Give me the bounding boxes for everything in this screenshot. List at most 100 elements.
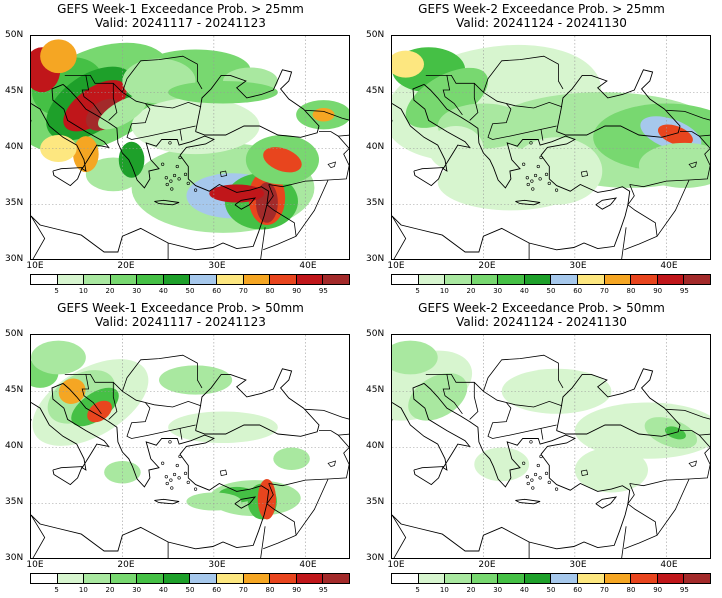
probability-region bbox=[40, 135, 77, 162]
color-bar-tick-label: 10 bbox=[439, 287, 449, 295]
lon-label: 30E bbox=[569, 560, 587, 570]
coastline bbox=[413, 466, 444, 486]
coastline bbox=[595, 496, 618, 509]
lat-label: 30N bbox=[366, 553, 385, 563]
island-outline bbox=[533, 472, 538, 477]
lake-outline bbox=[688, 460, 697, 468]
lat-label: 35N bbox=[5, 198, 24, 208]
map-canvas bbox=[392, 36, 710, 259]
color-bar-segment bbox=[270, 275, 297, 284]
coastline bbox=[413, 167, 444, 187]
country-border bbox=[624, 184, 658, 251]
lake-outline bbox=[327, 460, 336, 468]
color-bar-labels: 5 10 20 30 40 50 60 70 80 90 95 bbox=[30, 287, 350, 297]
country-border bbox=[506, 101, 563, 109]
coastline bbox=[556, 69, 681, 138]
color-bar-tick-label: 80 bbox=[265, 287, 275, 295]
island-outline bbox=[183, 172, 188, 176]
country-border bbox=[108, 83, 118, 121]
lon-label: 10E bbox=[26, 560, 44, 570]
lake-outline bbox=[219, 170, 228, 178]
coastline bbox=[595, 197, 618, 210]
lake-outline bbox=[688, 161, 697, 169]
lat-label: 50N bbox=[366, 329, 385, 339]
color-bar-segment bbox=[684, 574, 710, 583]
lake-outline bbox=[580, 469, 589, 477]
island-outline bbox=[170, 187, 174, 191]
island-outline bbox=[525, 475, 529, 479]
lon-label: 10E bbox=[387, 261, 405, 271]
island-outline bbox=[169, 179, 173, 183]
color-bar-segment bbox=[471, 574, 499, 583]
lat-label: 45N bbox=[5, 385, 24, 395]
color-bar-segment bbox=[392, 574, 419, 583]
color-bar-tick-label: 20 bbox=[466, 586, 476, 594]
color-bar-segment bbox=[323, 574, 349, 583]
probability-map bbox=[30, 334, 350, 559]
island-outline bbox=[164, 475, 168, 479]
island-outline bbox=[165, 182, 169, 187]
lat-label: 50N bbox=[5, 329, 24, 339]
lat-label: 40N bbox=[366, 441, 385, 451]
coastline bbox=[234, 496, 257, 509]
probability-region bbox=[273, 447, 310, 470]
coastline bbox=[392, 83, 471, 172]
island-outline bbox=[529, 440, 533, 444]
color-bar-tick-label: 50 bbox=[546, 586, 556, 594]
island-outline bbox=[168, 440, 172, 444]
color-bar-segment bbox=[445, 574, 472, 583]
coastline bbox=[31, 383, 270, 552]
color-bar-tick-label: 5 bbox=[54, 586, 59, 594]
lon-label: 10E bbox=[26, 261, 44, 271]
coastline bbox=[31, 83, 110, 172]
color-bar-tick-label: 70 bbox=[599, 287, 609, 295]
color-bar-tick-label: 60 bbox=[573, 586, 583, 594]
probability-region bbox=[638, 142, 710, 188]
probability-region bbox=[58, 378, 86, 404]
color-bar-segment bbox=[31, 275, 58, 284]
probability-region bbox=[263, 147, 302, 173]
color-bar-segment bbox=[631, 275, 658, 284]
island-outline bbox=[164, 176, 168, 180]
country-border bbox=[179, 129, 183, 141]
country-border bbox=[263, 483, 297, 550]
island-outline bbox=[536, 164, 540, 169]
map-panel-2: GEFS Week-2 Exceedance Prob. > 25mm Vali… bbox=[361, 0, 722, 299]
coastline bbox=[392, 382, 471, 471]
panel-title: GEFS Week-1 Exceedance Prob. > 25mm bbox=[57, 2, 304, 16]
country-border bbox=[666, 408, 710, 436]
color-bar-segment bbox=[84, 574, 111, 583]
lat-label: 45N bbox=[366, 385, 385, 395]
color-bar-segment bbox=[163, 275, 191, 284]
probability-region bbox=[392, 50, 424, 78]
island-outline bbox=[536, 463, 540, 468]
lat-label: 45N bbox=[366, 86, 385, 96]
panel-valid-dates: Valid: 20241124 - 20241130 bbox=[456, 16, 627, 30]
probability-region bbox=[168, 411, 278, 443]
island-outline bbox=[538, 177, 542, 181]
island-outline bbox=[530, 478, 534, 482]
island-outline bbox=[186, 480, 190, 484]
coastline bbox=[195, 69, 320, 138]
country-border bbox=[64, 374, 196, 439]
color-bar-segment bbox=[578, 574, 605, 583]
country-border bbox=[621, 526, 627, 558]
lon-label: 20E bbox=[117, 560, 135, 570]
color-bar-segment bbox=[137, 574, 164, 583]
coastline bbox=[52, 167, 83, 187]
probability-region bbox=[312, 108, 335, 122]
lat-label: 30N bbox=[5, 254, 24, 264]
island-outline bbox=[531, 187, 535, 191]
lon-label: 40E bbox=[299, 261, 317, 271]
lat-label: 35N bbox=[366, 497, 385, 507]
island-outline bbox=[522, 162, 526, 166]
island-outline bbox=[522, 461, 526, 465]
color-bar-segment bbox=[57, 574, 85, 583]
country-border bbox=[656, 478, 690, 536]
island-outline bbox=[175, 463, 179, 468]
lake-outline bbox=[580, 170, 589, 178]
country-border bbox=[469, 83, 479, 121]
country-border bbox=[179, 428, 183, 440]
color-bar-tick-label: 10 bbox=[78, 586, 88, 594]
island-outline bbox=[544, 471, 549, 475]
